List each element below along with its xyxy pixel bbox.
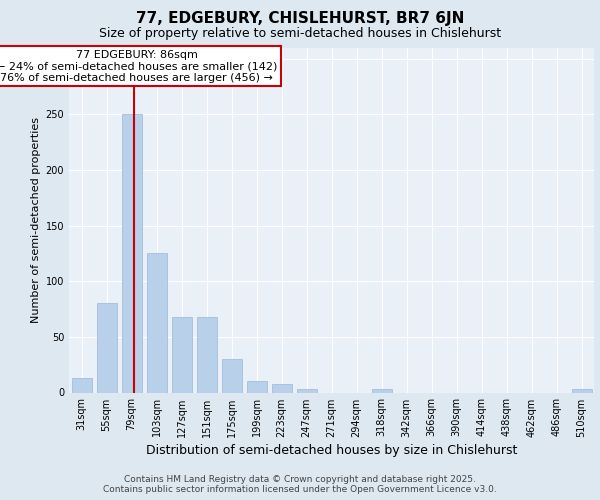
Bar [71, 378, 91, 392]
Bar [121, 114, 142, 392]
Bar [146, 254, 167, 392]
Bar [97, 304, 116, 392]
Bar [197, 317, 217, 392]
Bar [271, 384, 292, 392]
Bar [172, 317, 191, 392]
Bar [296, 389, 317, 392]
Bar [221, 359, 241, 392]
Text: 77 EDGEBURY: 86sqm
← 24% of semi-detached houses are smaller (142)
76% of semi-d: 77 EDGEBURY: 86sqm ← 24% of semi-detache… [0, 50, 277, 83]
Y-axis label: Number of semi-detached properties: Number of semi-detached properties [31, 117, 41, 323]
Bar [371, 389, 392, 392]
Text: Size of property relative to semi-detached houses in Chislehurst: Size of property relative to semi-detach… [99, 28, 501, 40]
Text: Contains HM Land Registry data © Crown copyright and database right 2025.
Contai: Contains HM Land Registry data © Crown c… [103, 474, 497, 494]
Bar [571, 389, 592, 392]
X-axis label: Distribution of semi-detached houses by size in Chislehurst: Distribution of semi-detached houses by … [146, 444, 517, 456]
Text: 77, EDGEBURY, CHISLEHURST, BR7 6JN: 77, EDGEBURY, CHISLEHURST, BR7 6JN [136, 11, 464, 26]
Bar [247, 382, 266, 392]
